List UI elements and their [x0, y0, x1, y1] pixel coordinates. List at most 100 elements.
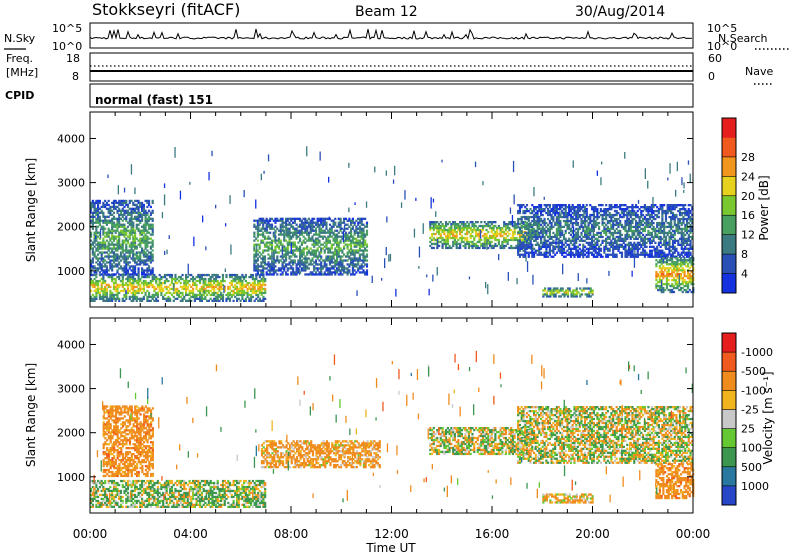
power-echo-cell	[302, 217, 305, 220]
power-echo-cell	[603, 227, 606, 231]
power-echo-cell	[341, 261, 344, 264]
power-echo-cell	[97, 257, 100, 260]
power-echo-cell	[649, 231, 652, 235]
power-echo-cell	[446, 240, 449, 244]
power-echo-cell	[328, 269, 332, 272]
power-echo-cell	[264, 283, 267, 287]
power-echo-cell	[534, 237, 537, 240]
power-echo-cell	[276, 257, 279, 260]
power-echo-cell	[649, 215, 652, 219]
power-echo-cell	[279, 259, 282, 262]
power-echo-cell	[188, 289, 191, 293]
power-echo-cell	[450, 236, 453, 240]
power-echo-cell	[659, 251, 662, 254]
power-echo-cell	[195, 283, 198, 287]
power-echo-cell	[135, 227, 138, 230]
power-echo-cell	[155, 297, 158, 300]
power-echo-cell	[93, 297, 96, 300]
power-echo-cell	[100, 273, 103, 276]
power-echo-cell	[337, 251, 340, 254]
power-echo-cell	[181, 273, 184, 277]
power-echo-cell	[622, 247, 625, 250]
power-echo-cell	[490, 234, 493, 238]
power-echo-cell	[499, 228, 502, 232]
power-echo-cell	[134, 277, 137, 281]
power-echo-cell	[548, 227, 551, 231]
power-echo-cell	[328, 257, 332, 260]
power-echo-cell	[142, 207, 145, 210]
power-echo-cell	[116, 241, 119, 244]
power-echo-cell	[496, 226, 499, 230]
power-echo-cell	[158, 285, 161, 289]
power-echo-cell	[321, 229, 325, 232]
power-echo-cell	[446, 232, 449, 236]
power-echo-cell	[460, 236, 463, 240]
power-echo-cell	[213, 297, 216, 300]
power-echo-cell	[350, 227, 353, 230]
power-echo-cell	[144, 283, 147, 287]
power-echo-cell	[615, 239, 618, 242]
power-echo-cell	[350, 273, 353, 276]
power-echo-cell	[255, 293, 258, 297]
power-echo-cell	[111, 279, 114, 283]
power-echo-cell	[146, 223, 149, 226]
power-echo-cell	[111, 219, 114, 222]
power-echo-cell	[362, 243, 365, 246]
power-echo-cell	[543, 209, 546, 213]
power-echo-cell	[107, 233, 110, 236]
power-echo-cell	[605, 209, 608, 213]
power-echo-cell	[118, 277, 121, 281]
power-echo-cell	[626, 235, 629, 239]
power-echo-cell	[501, 240, 504, 244]
power-echo-cell	[466, 236, 469, 240]
power-echo-cell	[541, 219, 544, 223]
power-echo-cell	[343, 247, 346, 250]
power-echo-cell	[158, 289, 161, 293]
power-echo-cell	[132, 281, 135, 285]
power-echo-cell	[170, 279, 174, 283]
power-echo-cell	[610, 245, 613, 248]
power-echo-cell	[635, 227, 638, 231]
noise-panel-frame	[89, 22, 694, 49]
power-echo-cell	[566, 213, 569, 217]
power-echo-cell	[285, 251, 288, 254]
power-echo-cell	[98, 297, 101, 300]
power-echo-cell	[518, 211, 522, 215]
power-echo-cell	[622, 237, 625, 240]
power-echo-cell	[561, 243, 564, 246]
power-echo-cell	[353, 231, 356, 234]
power-echo-cell	[93, 233, 96, 236]
power-echo-cell	[276, 259, 279, 262]
power-echo-cell	[299, 229, 302, 232]
power-echo-cell	[236, 293, 239, 297]
power-echo-cell	[503, 236, 506, 240]
power-echo-cell	[116, 211, 119, 214]
power-echo-cell	[578, 213, 581, 217]
power-echo-cell	[365, 263, 369, 266]
power-echo-cell	[253, 291, 256, 295]
power-echo-cell	[269, 231, 272, 234]
power-echo-cell	[111, 223, 114, 226]
power-echo-cell	[98, 245, 101, 248]
power-echo-cell	[673, 231, 676, 235]
power-echo-cell	[214, 283, 218, 287]
power-echo-cell	[248, 293, 251, 297]
power-echo-cell	[262, 235, 265, 238]
power-echo-cell	[453, 240, 456, 244]
power-echo-cell	[307, 233, 310, 236]
power-echo-cell	[358, 249, 361, 252]
power-echo-cell	[649, 223, 652, 227]
power-echo-cell	[228, 281, 232, 285]
power-echo-cell	[255, 255, 258, 258]
power-echo-cell	[336, 249, 339, 252]
power-echo-cell	[548, 241, 551, 244]
power-echo-cell	[631, 219, 634, 223]
power-echo-cell	[659, 235, 662, 239]
power-echo-cell	[571, 231, 574, 235]
power-echo-cell	[559, 204, 562, 207]
power-echo-cell	[547, 239, 550, 242]
power-echo-cell	[195, 279, 198, 283]
power-echo-cell	[286, 243, 289, 246]
power-echo-cell	[283, 237, 286, 240]
power-echo-cell	[351, 249, 354, 252]
